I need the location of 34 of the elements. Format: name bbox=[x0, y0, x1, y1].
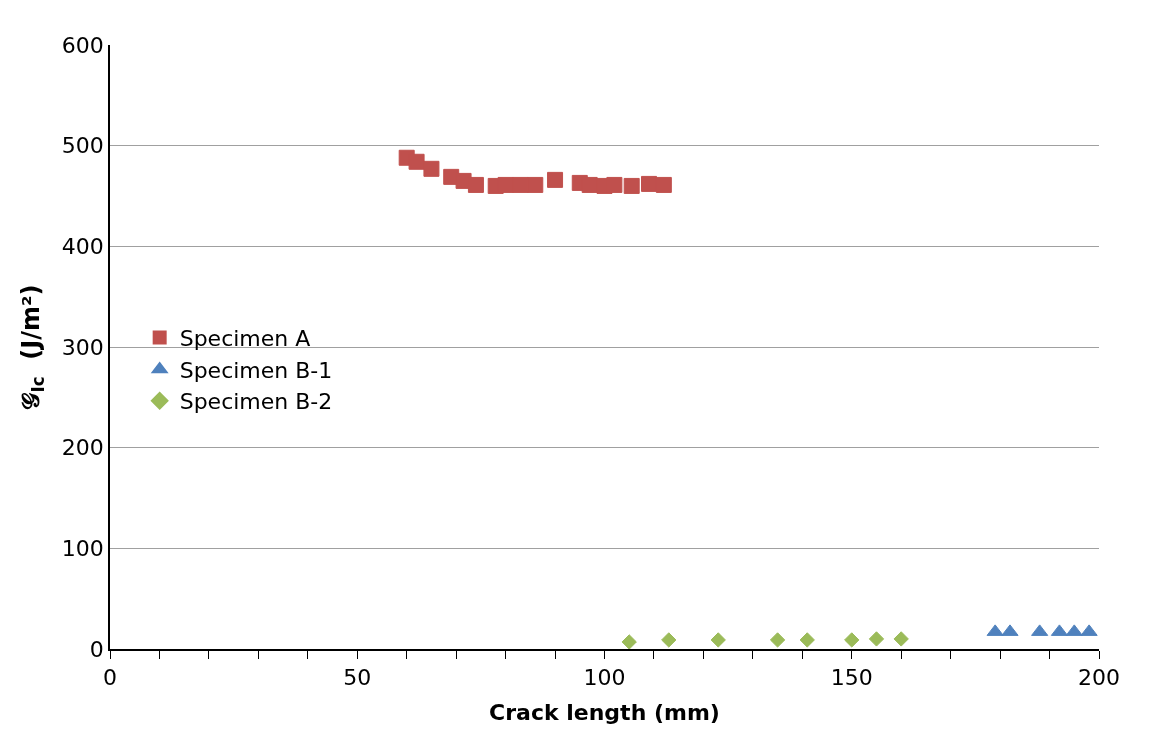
x-tick-label: 100 bbox=[583, 665, 626, 691]
legend-label: Specimen B-1 bbox=[179, 357, 333, 383]
point bbox=[661, 632, 677, 648]
point bbox=[408, 153, 425, 170]
y-tick-label: 600 bbox=[61, 32, 104, 58]
y-tick-label: 300 bbox=[61, 334, 104, 360]
point bbox=[497, 176, 514, 193]
point bbox=[547, 171, 564, 188]
point bbox=[467, 176, 484, 193]
x-axis-title: Crack length (mm) bbox=[489, 699, 720, 725]
legend-label: Specimen A bbox=[179, 326, 311, 352]
point bbox=[623, 177, 640, 194]
legend-label: Specimen B-2 bbox=[179, 389, 333, 415]
y-tick-label: 500 bbox=[61, 133, 104, 159]
y-tick-label: 400 bbox=[61, 234, 104, 260]
y-tick-label: 100 bbox=[61, 536, 104, 562]
x-tick-label: 50 bbox=[343, 665, 372, 691]
point bbox=[769, 632, 786, 648]
y-tick-label: 200 bbox=[61, 435, 104, 461]
point bbox=[621, 634, 637, 649]
point bbox=[641, 175, 658, 192]
point bbox=[799, 632, 815, 648]
point bbox=[893, 631, 909, 647]
y-tick-label: 0 bbox=[89, 636, 104, 662]
x-tick-label: 200 bbox=[1078, 665, 1120, 691]
point bbox=[512, 176, 529, 193]
point bbox=[868, 631, 885, 647]
point bbox=[527, 176, 544, 193]
point bbox=[655, 176, 672, 193]
point bbox=[606, 176, 623, 193]
x-tick-label: 150 bbox=[830, 665, 873, 691]
point bbox=[423, 160, 440, 177]
point bbox=[710, 632, 726, 648]
point bbox=[844, 632, 860, 648]
